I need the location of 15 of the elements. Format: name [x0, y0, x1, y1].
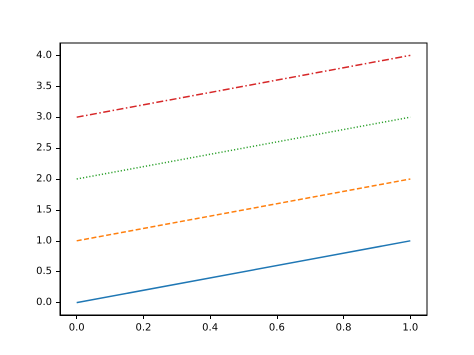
- x-tick-label: 1.0: [402, 322, 418, 334]
- y-tick-label: 0.5: [36, 266, 52, 278]
- x-tick-label: 0.8: [336, 322, 352, 334]
- y-tick-label: 3.5: [36, 80, 52, 92]
- x-tick-label: 0.2: [135, 322, 152, 334]
- y-tick-label: 2.0: [36, 174, 52, 184]
- y-tick-label: 1.5: [36, 204, 52, 216]
- y-tick-label: 0.0: [36, 297, 52, 308]
- x-tick-label: 0.0: [68, 322, 85, 334]
- y-tick-label: 4.0: [36, 50, 52, 61]
- y-tick-label: 3.0: [36, 112, 52, 123]
- x-tick-label: 0.4: [202, 322, 218, 334]
- y-tick-label: 2.5: [36, 142, 52, 154]
- x-tick-label: 0.6: [268, 322, 285, 334]
- y-tick-label: 1.0: [36, 235, 52, 246]
